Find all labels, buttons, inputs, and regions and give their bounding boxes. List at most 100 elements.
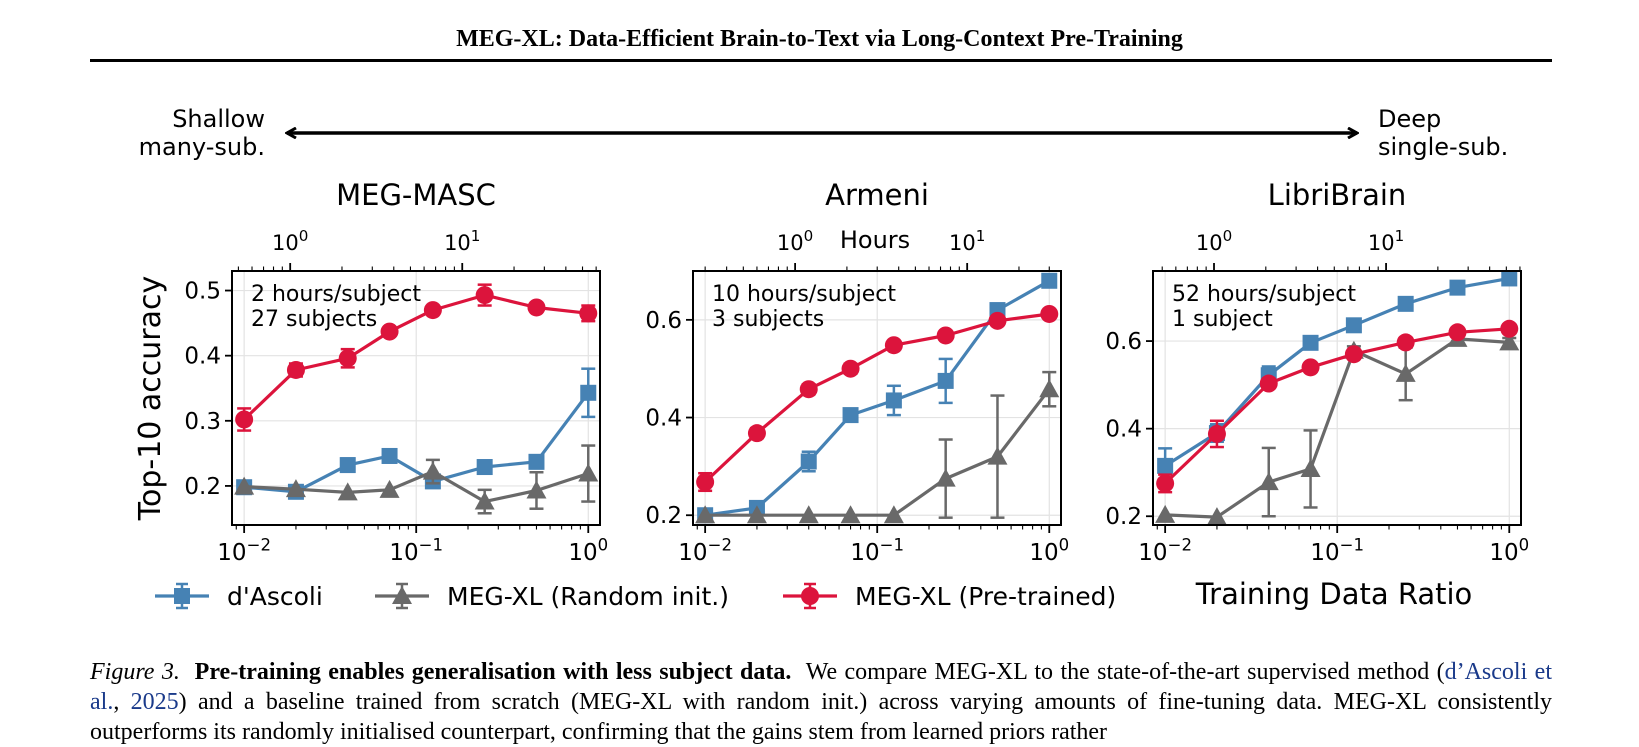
y-tick-label: 0.2 — [184, 474, 221, 500]
data-point — [1207, 424, 1226, 443]
caption-title: Pre-training enables generalisation with… — [194, 659, 792, 685]
data-point — [937, 372, 954, 389]
data-point — [798, 505, 819, 524]
x-tick-label: 100 — [1029, 535, 1069, 566]
panel-annotation-line-2: 1 subject — [1172, 307, 1273, 332]
data-point — [1157, 457, 1174, 474]
citation-year-link[interactable]: 2025 — [130, 689, 179, 715]
panel-title: Armeni — [825, 178, 929, 212]
x-tick-label: 10−1 — [1310, 535, 1364, 566]
data-point — [1302, 334, 1319, 351]
plot-frame — [692, 270, 1062, 526]
figure-3: Shallow many-sub. Deep single-sub. Top-1… — [133, 105, 1529, 611]
data-point — [1499, 332, 1520, 351]
legend-label: d'Ascoli — [227, 582, 323, 611]
legend-marker — [801, 587, 819, 605]
top-axis-label: Hours — [840, 226, 910, 254]
data-point — [884, 336, 903, 355]
plot-frame — [1152, 270, 1522, 526]
series-meg-xl-random-init — [695, 370, 1060, 524]
series-d-ascoli — [236, 367, 597, 500]
legend-item-d-ascoli: d'Ascoli — [155, 582, 323, 611]
y-tick-label: 0.3 — [184, 409, 221, 435]
data-point — [695, 505, 716, 524]
data-point — [841, 359, 860, 378]
data-point — [935, 468, 956, 487]
page-header-title: MEG-XL: Data-Efficient Brain-to-Text via… — [456, 26, 1183, 52]
top-tick-label: 101 — [949, 227, 985, 255]
data-point — [580, 384, 597, 401]
y-tick-label: 0.4 — [645, 406, 682, 432]
x-tick-label: 100 — [1489, 535, 1529, 566]
data-point — [1041, 272, 1058, 289]
data-point — [337, 482, 358, 501]
series-meg-xl-random-init — [234, 444, 599, 515]
y-tick-label: 0.2 — [645, 503, 682, 529]
y-tick-label: 0.6 — [1105, 329, 1142, 355]
data-point — [285, 479, 306, 498]
legend-marker — [174, 588, 190, 604]
panel-annotation-line-1: 52 hours/subject — [1172, 282, 1356, 307]
arrow-right-label-2: single-sub. — [1378, 133, 1508, 161]
data-point — [1259, 374, 1278, 393]
y-tick-label: 0.4 — [1105, 417, 1142, 443]
x-tick-label: 10−1 — [850, 535, 904, 566]
data-point — [1206, 507, 1227, 526]
y-tick-label: 0.2 — [1105, 504, 1142, 530]
data-point — [1300, 458, 1321, 477]
data-point — [1395, 363, 1416, 382]
data-point — [1155, 504, 1176, 523]
panel-annotation-line-2: 27 subjects — [251, 307, 377, 332]
arrow-left-label-2: many-sub. — [139, 133, 265, 161]
citation-separator: , — [113, 689, 131, 715]
data-point — [1448, 323, 1467, 342]
legend: d'Ascoli MEG-XL (Random init.) MEG-XL (Pre… — [155, 582, 1116, 611]
caption-text-1: We compare MEG-XL to the state-of-the-ar… — [805, 659, 1445, 685]
data-point — [578, 463, 599, 482]
arrow-right-label-1: Deep — [1378, 105, 1441, 133]
y-tick-label: 0.5 — [184, 279, 221, 305]
x-tick-label: 10−2 — [678, 535, 732, 566]
data-point — [1156, 474, 1175, 493]
x-axis-label: Training Data Ratio — [1195, 577, 1473, 611]
citation-author-link[interactable]: d’Ascoli et al. — [90, 659, 1552, 715]
data-point — [579, 304, 598, 323]
data-point — [746, 505, 767, 524]
data-point — [380, 322, 399, 341]
top-tick-label: 100 — [777, 227, 813, 255]
data-point — [1344, 345, 1363, 364]
data-point — [235, 410, 254, 429]
data-point — [883, 505, 904, 524]
data-point — [987, 446, 1008, 465]
data-point — [379, 479, 400, 498]
top-tick-label: 100 — [1196, 227, 1232, 255]
caption-text-2: ) and a baseline trained from scratch (M… — [90, 689, 1553, 745]
legend-label: MEG-XL (Random init.) — [447, 582, 729, 611]
data-point — [474, 491, 495, 510]
data-point — [1396, 333, 1415, 352]
series-line — [243, 391, 590, 494]
plot-frame — [231, 270, 601, 526]
panel-annotation-line-1: 10 hours/subject — [712, 282, 896, 307]
series-line — [705, 388, 1051, 517]
series-meg-xl-pre-trained — [696, 304, 1059, 493]
top-tick-label: 100 — [272, 227, 308, 255]
data-point — [988, 311, 1007, 330]
data-point — [338, 349, 357, 368]
data-point — [1449, 279, 1466, 296]
panel-annotation-line-1: 2 hours/subject — [251, 282, 421, 307]
arrow-left-label-1: Shallow — [172, 105, 265, 133]
data-point — [800, 453, 817, 470]
series-meg-xl-pre-trained — [235, 283, 598, 432]
header-rule — [90, 59, 1552, 62]
panel-annotation-line-2: 3 subjects — [712, 307, 824, 332]
data-point — [423, 301, 442, 320]
x-tick-label: 10−2 — [217, 535, 271, 566]
panel-title: MEG-MASC — [336, 178, 496, 212]
data-point — [476, 459, 493, 476]
data-point — [696, 473, 715, 492]
data-point — [526, 480, 547, 499]
data-point — [1397, 295, 1414, 312]
figure-caption: Figure 3. Pre-training enables generalis… — [90, 657, 1552, 747]
